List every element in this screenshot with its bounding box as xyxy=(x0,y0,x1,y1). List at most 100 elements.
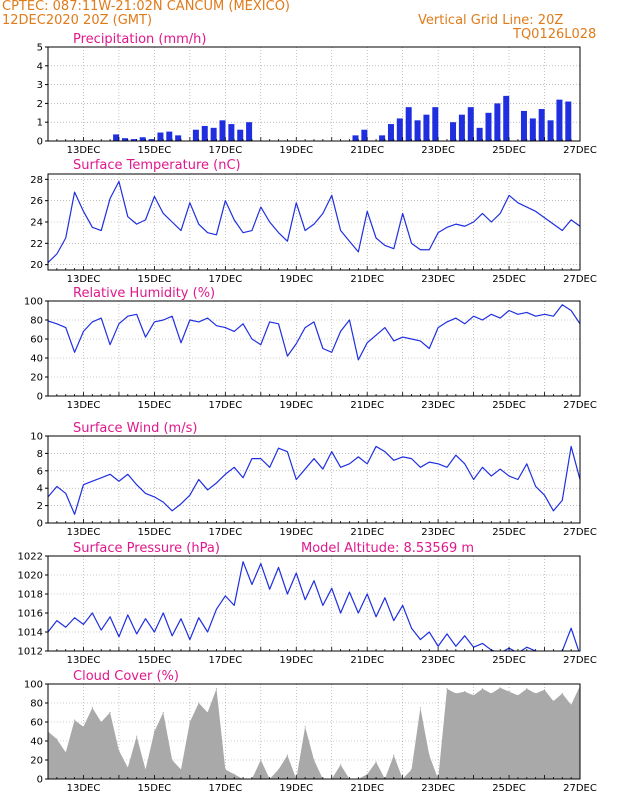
cloud-point xyxy=(526,688,528,690)
precip-panel: Precipitation (mm/h) 0 1 2 3 4 5 13DEC 15DEC 17DE… xyxy=(37,32,597,156)
cloud-point xyxy=(224,768,226,771)
cloud-point xyxy=(91,707,93,709)
precip-ytick-label: 3 xyxy=(37,80,43,91)
cloud-xtick-label: 25DEC xyxy=(492,783,526,794)
cloud-point xyxy=(144,768,147,771)
precip-bar xyxy=(113,134,120,141)
wind-ytick-label: 10 xyxy=(30,432,43,443)
cloud-point xyxy=(464,691,466,693)
precip-bar xyxy=(237,129,244,141)
precip-bar xyxy=(228,124,235,141)
cloud-point xyxy=(428,754,430,756)
cloud-point xyxy=(481,688,484,690)
cloud-point xyxy=(508,691,510,693)
precip-xtick-label: 17DEC xyxy=(208,145,242,156)
pressure-xtick-label: 21DEC xyxy=(350,655,384,666)
precip-xtick-label: 13DEC xyxy=(67,145,101,156)
precip-bar xyxy=(175,135,182,141)
rh-ytick-label: 0 xyxy=(37,392,43,403)
wind-ytick-label: 8 xyxy=(37,449,43,460)
precip-bar xyxy=(192,129,199,141)
precip-title: Precipitation (mm/h) xyxy=(73,32,206,47)
precip-bar xyxy=(476,127,483,141)
temp-ytick-label: 20 xyxy=(30,260,43,271)
rh-ytick-label: 20 xyxy=(30,373,43,384)
precip-bar xyxy=(556,99,563,141)
temp-xtick-label: 25DEC xyxy=(492,274,526,285)
wind-xtick-label: 27DEC xyxy=(563,527,597,538)
pressure-title: Surface Pressure (hPa) xyxy=(73,541,220,556)
precip-bar xyxy=(210,127,217,141)
pressure-panel: Surface Pressure (hPa) Model Altitude: 8.… xyxy=(18,541,597,666)
cloud-xtick-label: 17DEC xyxy=(208,783,242,794)
cloud-point xyxy=(198,702,200,704)
wind-series-line xyxy=(48,445,580,515)
cloud-point xyxy=(410,768,413,771)
wind-xtick-label: 25DEC xyxy=(492,527,526,538)
rh-xtick-label: 15DEC xyxy=(138,400,172,411)
pressure-xtick-label: 25DEC xyxy=(492,655,526,666)
cloud-xtick-label: 27DEC xyxy=(563,783,597,794)
precip-bar xyxy=(121,138,128,141)
cloud-point xyxy=(286,754,288,756)
temp-title: Surface Temperature (nC) xyxy=(73,158,241,173)
cloud-xtick-label: 13DEC xyxy=(67,783,101,794)
precip-bar xyxy=(201,125,208,141)
pressure-ytick-label: 1016 xyxy=(18,609,43,620)
cloud-point xyxy=(570,704,572,706)
precip-bar xyxy=(387,124,394,141)
cloud-point xyxy=(56,738,58,740)
precip-xtick-label: 25DEC xyxy=(492,145,526,156)
cloud-point xyxy=(375,761,377,763)
cloud-point xyxy=(207,711,209,714)
pressure-series-line xyxy=(48,561,580,651)
header-grid-line: Vertical Grid Line: 20Z xyxy=(418,13,564,28)
cloud-ytick-label: 40 xyxy=(30,737,43,748)
precip-xtick-label: 19DEC xyxy=(279,145,313,156)
temp-xtick-label: 17DEC xyxy=(208,274,242,285)
cloud-ytick-label: 60 xyxy=(30,718,43,729)
wind-ytick-label: 6 xyxy=(37,466,43,477)
cloud-point xyxy=(277,768,280,771)
rh-xtick-label: 21DEC xyxy=(350,400,384,411)
cloud-point xyxy=(473,694,475,697)
precip-ytick-label: 4 xyxy=(37,61,43,72)
wind-xtick-label: 19DEC xyxy=(279,527,313,538)
temp-xtick-label: 27DEC xyxy=(563,274,597,285)
precip-ytick-label: 1 xyxy=(37,118,43,129)
precip-bar xyxy=(396,118,403,141)
cloud-point xyxy=(118,749,120,752)
precip-xtick-label: 15DEC xyxy=(138,145,172,156)
pressure-frame xyxy=(47,555,581,652)
precip-bar xyxy=(405,107,412,141)
pressure-xtick-label: 23DEC xyxy=(421,655,455,666)
precip-bar xyxy=(467,107,474,141)
temp-series-line xyxy=(48,180,580,263)
cloud-ytick-label: 0 xyxy=(37,775,43,786)
cloud-point xyxy=(313,759,315,761)
rh-panel: Relative Humidity (%) 0 20 40 60 80 100 13DEC 15… xyxy=(24,286,597,411)
cloud-point xyxy=(260,759,262,761)
cloud-point xyxy=(393,754,395,756)
temp-ytick-label: 24 xyxy=(30,218,43,229)
temp-xtick-label: 13DEC xyxy=(67,274,101,285)
cloud-point xyxy=(74,719,76,721)
cloud-point xyxy=(552,700,555,702)
precip-bar xyxy=(423,114,430,141)
cloud-point xyxy=(162,711,164,714)
rh-frame xyxy=(47,300,581,397)
cloud-point xyxy=(490,692,492,695)
rh-xtick-label: 27DEC xyxy=(563,400,597,411)
precip-bar xyxy=(503,95,510,141)
precip-bar xyxy=(458,114,465,141)
precip-bar xyxy=(494,103,501,141)
precip-ytick-label: 5 xyxy=(37,43,43,54)
temp-ytick-label: 22 xyxy=(30,239,43,250)
rh-xtick-label: 17DEC xyxy=(208,400,242,411)
cloud-point xyxy=(419,707,421,709)
wind-ytick-label: 2 xyxy=(37,501,43,512)
header-date: 12DEC2020 20Z (GMT) xyxy=(2,13,153,28)
cloud-point xyxy=(189,721,191,723)
rh-ytick-label: 40 xyxy=(30,354,43,365)
